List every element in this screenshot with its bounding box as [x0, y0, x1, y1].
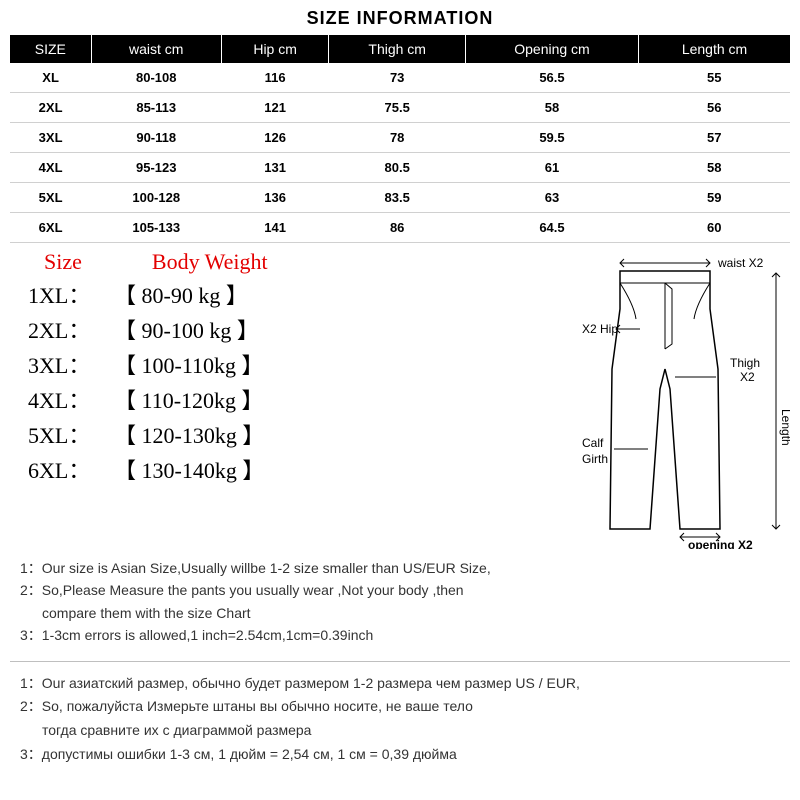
- table-cell: 78: [329, 123, 465, 153]
- table-cell: 63: [465, 183, 638, 213]
- label-thigh2: X2: [740, 370, 755, 384]
- col-hip: Hip cm: [221, 35, 329, 63]
- table-cell: 80-108: [91, 63, 221, 93]
- table-cell: 4XL: [10, 153, 91, 183]
- table-cell: 136: [221, 183, 329, 213]
- table-cell: 61: [465, 153, 638, 183]
- table-row: 5XL100-12813683.56359: [10, 183, 790, 213]
- table-cell: 105-133: [91, 213, 221, 243]
- note-ru-2b: тогда сравните их с диаграммой размера: [20, 719, 790, 743]
- table-cell: 95-123: [91, 153, 221, 183]
- table-cell: 90-118: [91, 123, 221, 153]
- table-cell: 75.5: [329, 93, 465, 123]
- table-cell: 85-113: [91, 93, 221, 123]
- table-cell: 6XL: [10, 213, 91, 243]
- label-girth: Girth: [582, 452, 608, 466]
- table-cell: 100-128: [91, 183, 221, 213]
- col-waist: waist cm: [91, 35, 221, 63]
- note-ru-3: 3：допустимы ошибки 1-3 см, 1 дюйм = 2,54…: [20, 743, 790, 767]
- table-cell: 56.5: [465, 63, 638, 93]
- notes-russian: 1：Our азиатский размер, обычно будет раз…: [10, 661, 790, 767]
- page-title: SIZE INFORMATION: [10, 8, 790, 29]
- table-cell: 116: [221, 63, 329, 93]
- note-en-2b: compare them with the size Chart: [20, 602, 790, 624]
- table-cell: 121: [221, 93, 329, 123]
- table-cell: 58: [639, 153, 790, 183]
- note-ru-1: 1：Our азиатский размер, обычно будет раз…: [20, 672, 790, 696]
- col-thigh: Thigh cm: [329, 35, 465, 63]
- table-cell: XL: [10, 63, 91, 93]
- table-row: 6XL105-1331418664.560: [10, 213, 790, 243]
- table-cell: 80.5: [329, 153, 465, 183]
- notes-english: 1：Our size is Asian Size,Usually willbe …: [10, 557, 790, 647]
- table-cell: 59.5: [465, 123, 638, 153]
- table-cell: 57: [639, 123, 790, 153]
- label-thigh: Thigh: [730, 356, 760, 370]
- table-cell: 58: [465, 93, 638, 123]
- weight-row: 3XL：【 100-110kg 】: [28, 348, 570, 380]
- weight-row: 2XL：【 90-100 kg 】: [28, 313, 570, 345]
- col-size: SIZE: [10, 35, 91, 63]
- size-table: SIZE waist cm Hip cm Thigh cm Opening cm…: [10, 35, 790, 243]
- note-en-3: 3：1-3cm errors is allowed,1 inch=2.54cm,…: [20, 624, 790, 646]
- table-cell: 141: [221, 213, 329, 243]
- table-row: 3XL90-1181267859.557: [10, 123, 790, 153]
- table-cell: 5XL: [10, 183, 91, 213]
- col-opening: Opening cm: [465, 35, 638, 63]
- weight-block: Size Body Weight 1XL：【 80-90 kg 】2XL：【 9…: [10, 249, 570, 549]
- label-hip: X2 Hip: [582, 322, 618, 336]
- table-cell: 59: [639, 183, 790, 213]
- note-en-2: 2：So,Please Measure the pants you usuall…: [20, 579, 790, 601]
- weight-header-weight: Body Weight: [152, 249, 268, 275]
- table-row: 2XL85-11312175.55856: [10, 93, 790, 123]
- table-row: 4XL95-12313180.56158: [10, 153, 790, 183]
- table-cell: 3XL: [10, 123, 91, 153]
- label-opening: opening X2: [688, 538, 753, 549]
- col-length: Length cm: [639, 35, 790, 63]
- table-cell: 55: [639, 63, 790, 93]
- table-cell: 2XL: [10, 93, 91, 123]
- label-waist: waist X2: [717, 256, 764, 270]
- label-length: Length: [779, 409, 790, 446]
- table-cell: 86: [329, 213, 465, 243]
- weight-header-size: Size: [44, 249, 82, 275]
- table-cell: 60: [639, 213, 790, 243]
- pants-diagram: waist X2 X2 Hip Thigh X2 Length: [580, 249, 790, 549]
- note-en-1: 1：Our size is Asian Size,Usually willbe …: [20, 557, 790, 579]
- table-cell: 126: [221, 123, 329, 153]
- table-cell: 64.5: [465, 213, 638, 243]
- table-cell: 56: [639, 93, 790, 123]
- table-cell: 73: [329, 63, 465, 93]
- note-ru-2: 2：So, пожалуйста Измерьте штаны вы обычн…: [20, 695, 790, 719]
- weight-row: 5XL：【 120-130kg 】: [28, 418, 570, 450]
- table-cell: 83.5: [329, 183, 465, 213]
- weight-row: 1XL：【 80-90 kg 】: [28, 278, 570, 310]
- table-cell: 131: [221, 153, 329, 183]
- table-row: XL80-1081167356.555: [10, 63, 790, 93]
- weight-row: 6XL：【 130-140kg 】: [28, 453, 570, 485]
- weight-row: 4XL：【 110-120kg 】: [28, 383, 570, 415]
- label-calf: Calf: [582, 436, 604, 450]
